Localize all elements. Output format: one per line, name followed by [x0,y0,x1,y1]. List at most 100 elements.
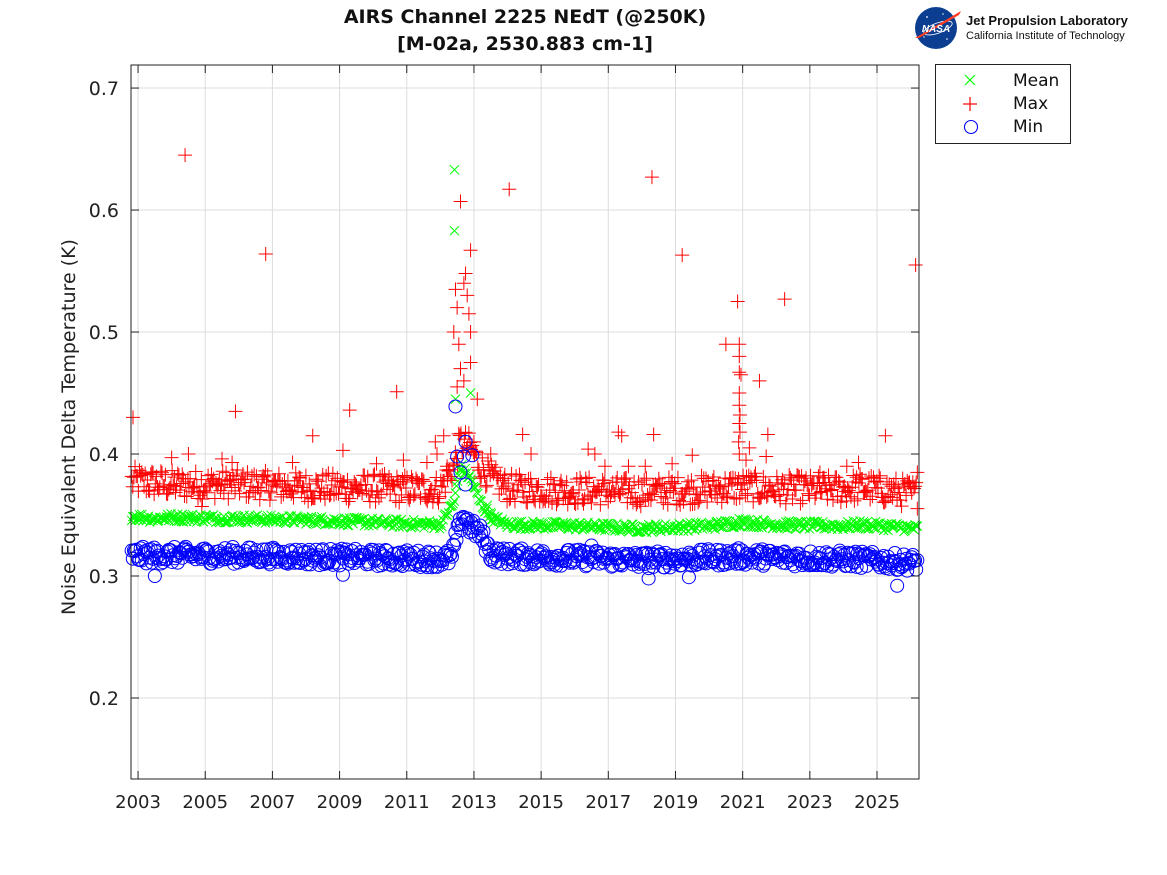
max-point [645,487,660,502]
max-point [614,428,629,443]
max-point [319,469,334,484]
max-point [649,479,664,494]
mean-point [811,518,822,529]
min-point [848,544,863,559]
max-point [303,483,318,498]
mean-point [449,496,460,506]
max-point [548,485,563,500]
mean-point [549,516,560,527]
min-point [450,449,465,464]
max-point [748,466,763,481]
max-point [872,468,887,483]
max-point [126,470,141,485]
max-point [436,428,451,443]
mean-point [472,488,483,499]
max-point [143,467,158,482]
min-point [757,556,772,571]
y-tick-label: 0.2 [89,688,119,710]
max-point [293,470,308,485]
max-point [214,477,229,492]
mean-point [718,522,728,533]
max-point [676,494,691,509]
max-point [199,485,214,500]
y-tick-label: 0.7 [89,78,119,100]
max-point [396,453,411,468]
max-point [851,455,866,470]
max-point [164,450,179,465]
min-point [578,559,593,574]
min-point [661,551,676,566]
max-point [706,470,721,485]
max-point [550,493,565,508]
max-point [450,379,465,394]
lab-name: Jet Propulsion Laboratory [966,13,1128,28]
max-point [802,488,817,503]
max-point [492,487,507,502]
y-axis-label: Noise Equivalent Delta Temperature (K) [58,239,80,615]
mean-point [912,521,923,531]
max-point [597,459,612,474]
mean-point [452,476,463,487]
max-point [304,491,319,506]
chart-title-line1: AIRS Channel 2225 NEdT (@250K) [343,6,707,28]
circle-marker-icon [963,119,979,135]
max-point [264,485,279,500]
min-point [471,529,486,544]
max-point [416,474,431,489]
min-point [575,555,590,570]
max-point [783,470,798,485]
max-point [456,373,471,388]
max-point [596,476,611,491]
max-point [329,486,344,501]
max-point [808,491,823,506]
min-point [371,543,386,558]
min-point [448,399,463,414]
max-point [285,455,300,470]
min-point [223,543,238,558]
max-point [644,170,659,185]
max-point [660,497,675,512]
min-point [425,552,440,567]
max-point [383,487,398,502]
max-point [428,434,443,449]
mean-point [791,524,801,534]
min-point [449,532,464,547]
max-point [298,468,313,483]
min-point [858,547,873,562]
max-point [228,404,243,419]
max-point [638,459,653,474]
max-point [732,490,747,505]
max-point [732,349,747,364]
max-point [427,487,442,502]
max-point [419,455,434,470]
chart-title-line2: [M-02a, 2530.883 cm-1] [397,33,653,55]
max-point [458,266,473,281]
min-point [890,578,905,593]
mean-point [768,522,779,533]
max-point [495,473,510,488]
max-point [358,477,373,492]
max-point [692,493,707,508]
max-point [655,477,670,492]
max-point [347,475,362,490]
mean-point [448,498,458,509]
plus-marker-icon [963,97,977,111]
max-point [577,491,592,506]
max-point [878,428,893,443]
mean-point [136,509,147,520]
max-point [793,496,808,511]
max-point [262,493,277,508]
min-point [602,547,617,562]
max-point [684,473,699,488]
min-point [837,547,852,562]
max-point [718,337,733,352]
max-point [237,475,252,490]
max-point [470,392,485,407]
max-point [159,486,174,501]
nasa-meatball-icon: NASA [915,7,961,49]
max-point [910,465,925,480]
min-point [442,548,457,563]
legend-label-max: Max [1013,94,1049,114]
max-point [126,410,141,425]
max-point [512,467,527,482]
